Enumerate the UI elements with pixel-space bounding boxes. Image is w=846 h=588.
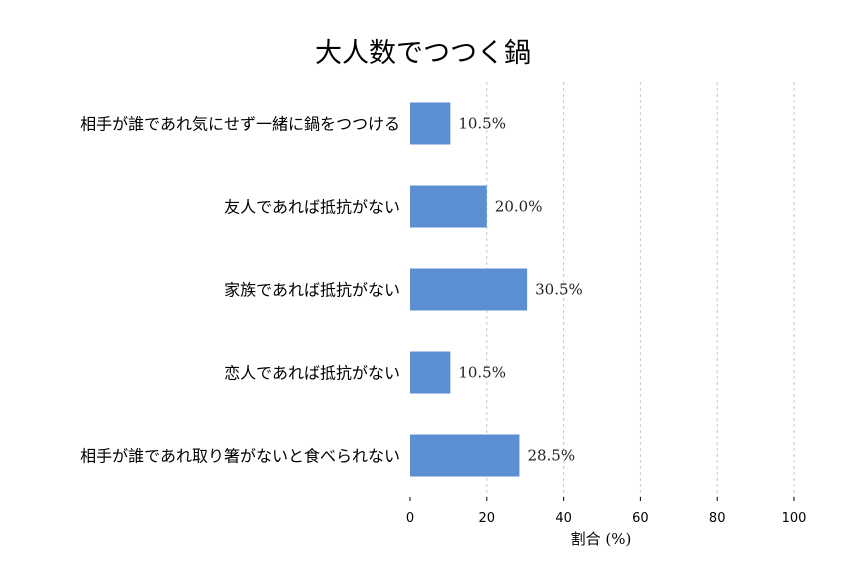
chart-title: 大人数でつつく鍋 <box>315 38 531 69</box>
bar <box>410 102 451 145</box>
grid-lines <box>486 82 795 497</box>
bar-value-label: 10.5% <box>458 364 506 382</box>
category-label: 相手が誰であれ気にせず一緒に鍋をつつける <box>80 115 400 134</box>
category-label: 恋人であれば抵抗がない <box>224 364 400 383</box>
bar-value-label: 28.5% <box>527 447 575 465</box>
category-label: 家族であれば抵抗がない <box>224 281 400 300</box>
bar-value-label: 10.5% <box>458 115 506 133</box>
x-axis-label: 割合 (%) <box>571 530 632 548</box>
bar <box>410 351 451 394</box>
x-tick-label: 60 <box>632 511 649 526</box>
bar-value-label: 30.5% <box>535 281 583 299</box>
bar <box>410 185 487 228</box>
x-axis-ticks: 0 20 40 60 80 100 <box>406 497 807 526</box>
x-tick-label: 0 <box>406 511 414 526</box>
bar-value-label: 20.0% <box>495 198 543 216</box>
category-labels: 相手が誰であれ気にせず一緒に鍋をつつける友人であれば抵抗がない家族であれば抵抗が… <box>80 115 400 466</box>
category-label: 相手が誰であれ取り箸がないと食べられない <box>80 447 400 466</box>
bars: 10.5% 20.0% 30.5% 10.5% 28.5% <box>410 102 583 477</box>
bar <box>410 268 528 311</box>
x-tick-label: 100 <box>782 511 807 526</box>
x-tick-label: 20 <box>479 511 496 526</box>
category-label: 友人であれば抵抗がない <box>224 198 400 217</box>
x-tick-label: 40 <box>555 511 572 526</box>
x-tick-label: 80 <box>709 511 726 526</box>
bar <box>410 434 520 477</box>
